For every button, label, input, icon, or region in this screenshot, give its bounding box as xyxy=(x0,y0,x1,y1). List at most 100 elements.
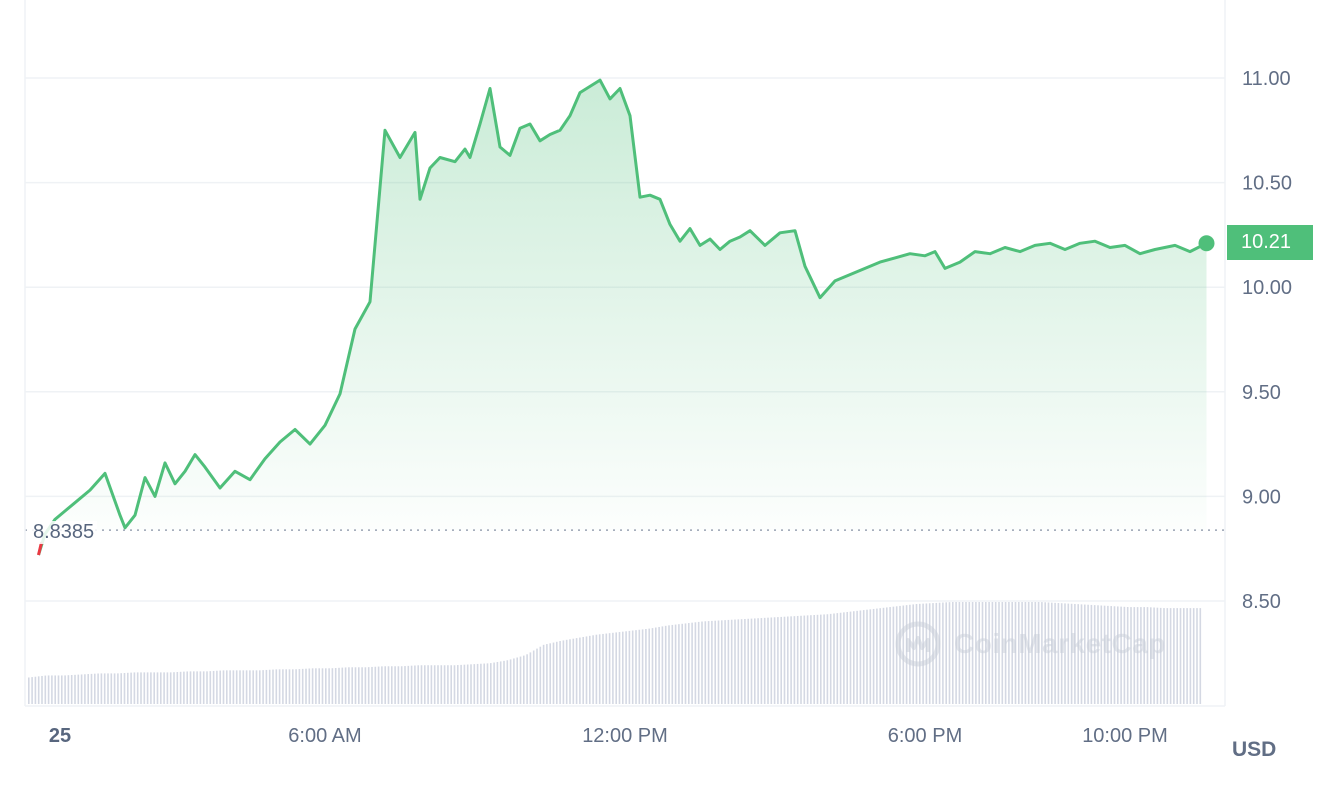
volume-bar xyxy=(348,667,350,704)
volume-bar xyxy=(704,621,707,704)
volume-bar xyxy=(955,602,957,704)
volume-bar xyxy=(407,665,410,704)
volume-bar xyxy=(259,670,261,704)
volume-bar xyxy=(77,674,80,704)
volume-bar xyxy=(245,670,248,704)
volume-bar xyxy=(295,669,297,704)
volume-bar xyxy=(44,675,47,704)
volume-bar xyxy=(648,628,650,704)
volume-bar xyxy=(1153,607,1155,704)
volume-bar xyxy=(661,626,664,704)
volume-bar xyxy=(447,665,449,704)
volume-bar xyxy=(1093,605,1096,704)
y-tick-label: 8.50 xyxy=(1242,591,1281,613)
volume-bar xyxy=(1186,608,1188,704)
volume-bar xyxy=(84,674,86,704)
volume-bar xyxy=(1044,602,1046,704)
volume-bar xyxy=(1156,607,1159,704)
volume-bar xyxy=(440,665,443,704)
volume-bar xyxy=(1173,608,1175,704)
volume-bar xyxy=(216,670,218,704)
volume-bar xyxy=(509,659,512,704)
volume-bar xyxy=(625,631,627,704)
current-price-badge: 10.21 xyxy=(1227,225,1313,260)
volume-bar xyxy=(727,619,730,704)
volume-bar xyxy=(579,637,581,704)
price-series-below-ref xyxy=(37,542,43,556)
volume-bar xyxy=(664,625,667,704)
volume-bar xyxy=(1103,605,1106,704)
volume-bar xyxy=(523,655,525,704)
volume-bar xyxy=(476,663,479,704)
volume-bar xyxy=(113,673,116,704)
volume-bar xyxy=(506,660,509,704)
volume-bar xyxy=(681,623,683,704)
volume-bar xyxy=(1123,606,1126,704)
volume-bar xyxy=(948,602,951,704)
volume-bar xyxy=(602,633,604,704)
volume-bar xyxy=(846,611,848,704)
volume-bar xyxy=(763,617,766,704)
volume-bar xyxy=(539,646,542,704)
volume-bar xyxy=(598,634,601,704)
volume-bar xyxy=(552,642,555,704)
volume-bar xyxy=(1117,606,1119,704)
volume-bar xyxy=(361,667,363,704)
volume-bar xyxy=(985,602,987,704)
volume-bar xyxy=(31,677,33,704)
volume-bar xyxy=(622,631,624,704)
volume-bar xyxy=(282,669,284,704)
volume-bar xyxy=(1060,603,1063,704)
volume-bar xyxy=(608,633,611,704)
volume-bar xyxy=(1021,602,1023,704)
volume-bar xyxy=(470,664,472,704)
volume-bar xyxy=(384,666,386,704)
y-tick-label: 9.00 xyxy=(1242,486,1281,508)
volume-bar xyxy=(651,628,654,704)
volume-bar xyxy=(1146,607,1149,704)
volume-bar xyxy=(998,602,1000,704)
volume-bar xyxy=(209,671,212,704)
volume-bar xyxy=(790,616,792,704)
volume-bar xyxy=(833,613,835,704)
volume-bar xyxy=(153,672,155,704)
volume-bar xyxy=(179,671,182,704)
volume-bar xyxy=(156,672,159,704)
volume-bar xyxy=(569,639,571,704)
volume-bar xyxy=(783,616,786,704)
volume-bar xyxy=(130,672,132,704)
volume-bar xyxy=(820,614,822,704)
volume-bar xyxy=(529,652,532,704)
volume-bar xyxy=(212,670,215,704)
volume-bar xyxy=(836,613,839,704)
volume-bar xyxy=(222,670,225,704)
volume-bar xyxy=(97,673,99,704)
volume-bar xyxy=(199,671,202,704)
volume-bar xyxy=(374,666,377,704)
volume-bar xyxy=(150,672,152,704)
volume-bar xyxy=(117,673,119,704)
volume-bar xyxy=(559,641,561,704)
volume-bar xyxy=(532,650,535,704)
volume-bar xyxy=(717,620,720,704)
volume-bar xyxy=(826,614,829,704)
volume-bar xyxy=(1018,602,1020,704)
volume-bar xyxy=(546,644,548,704)
volume-bar xyxy=(981,602,984,704)
volume-bar xyxy=(1169,608,1172,704)
volume-bar xyxy=(1140,607,1142,704)
volume-bar xyxy=(787,616,789,704)
volume-bar xyxy=(265,669,268,704)
volume-bar xyxy=(536,648,538,704)
watermark-logo: CoinMarketCap xyxy=(894,620,1166,668)
volume-bar xyxy=(176,672,179,704)
volume-bar xyxy=(1143,607,1145,704)
volume-bar xyxy=(466,664,469,704)
volume-bar xyxy=(1166,608,1169,704)
volume-bar xyxy=(275,669,278,704)
volume-bar xyxy=(37,676,40,704)
price-series-line xyxy=(37,78,1208,556)
volume-bar xyxy=(1097,605,1099,704)
volume-bar xyxy=(1113,606,1116,704)
volume-bar xyxy=(404,666,406,704)
